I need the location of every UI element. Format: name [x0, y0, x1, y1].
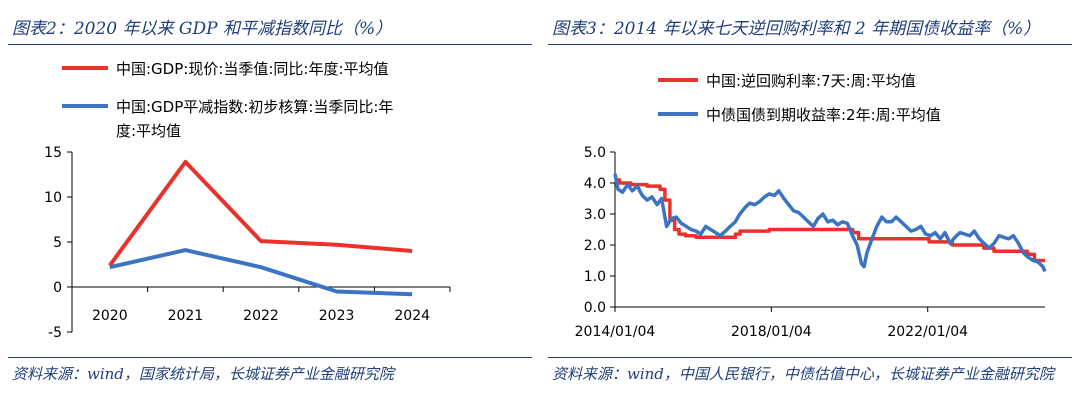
- legend-label: 中国:逆回购利率:7天:周:平均值: [706, 72, 916, 90]
- right-chart-panel: 图表3：2014 年以来七天逆回购利率和 2 年期国债收益率（%） 中国:逆回购…: [540, 0, 1080, 413]
- legend-label: 中债国债到期收益率:2年:周:平均值: [706, 106, 941, 124]
- y-tick-label: 2.0: [584, 238, 606, 254]
- y-tick-label: 15: [44, 145, 62, 161]
- y-tick-label: 3.0: [584, 207, 606, 223]
- y-tick-label: 4.0: [584, 176, 606, 192]
- y-tick-label: 5: [53, 235, 62, 251]
- title-divider: [8, 44, 532, 45]
- left-chart-panel: 图表2：2020 年以来 GDP 和平减指数同比（%） 中国:GDP:现价:当季…: [8, 19, 532, 383]
- chart-title: 图表3：2014 年以来七天逆回购利率和 2 年期国债收益率（%）: [552, 19, 1041, 39]
- y-tick-label: 0: [53, 280, 62, 296]
- x-tick-label: 2022/01/04: [887, 324, 968, 340]
- legend-label: 中国:GDP:现价:当季值:同比:年度:平均值: [116, 60, 389, 78]
- x-tick-label: 2023: [319, 308, 355, 324]
- y-tick-label: 1.0: [584, 269, 606, 285]
- gdp-line-chart: 中国:GDP:现价:当季值:同比:年度:平均值中国:GDP平减指数:初步核算:当…: [44, 60, 451, 341]
- series-line: [109, 248, 413, 297]
- x-tick-label: 2018/01/04: [731, 324, 812, 340]
- title-divider: [548, 44, 1072, 45]
- series-line: [613, 173, 1047, 273]
- series-line: [108, 159, 413, 267]
- y-tick-label: 0.0: [584, 300, 606, 316]
- x-tick-label: 2021: [168, 308, 204, 324]
- y-tick-label: 10: [44, 190, 62, 206]
- footer-divider: [548, 357, 1072, 358]
- x-tick-label: 2024: [394, 308, 430, 324]
- legend-label: 度:平均值: [116, 122, 181, 140]
- x-tick-label: 2022: [243, 308, 279, 324]
- legend-label: 中国:GDP平减指数:初步核算:当季同比:年: [116, 98, 393, 116]
- x-tick-label: 2014/01/04: [575, 324, 656, 340]
- y-tick-label: -5: [48, 325, 62, 341]
- source-note: 资料来源：wind，国家统计局，长城证券产业金融研究院: [12, 365, 394, 383]
- source-note: 资料来源：wind，中国人民银行，中债估值中心，长城证券产业金融研究院: [552, 365, 1054, 383]
- footer-divider: [8, 357, 532, 358]
- series-line: [615, 178, 1045, 263]
- chart-title: 图表2：2020 年以来 GDP 和平减指数同比（%）: [12, 19, 393, 39]
- x-tick-label: 2020: [92, 308, 128, 324]
- y-tick-label: 5.0: [584, 145, 606, 161]
